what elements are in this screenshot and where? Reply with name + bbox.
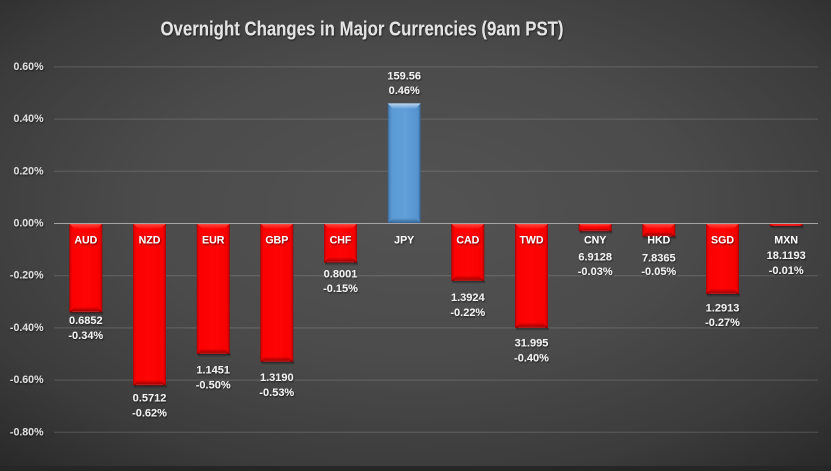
svg-text:18.1193: 18.1193 [767, 250, 806, 262]
svg-text:6.9128: 6.9128 [578, 252, 612, 264]
svg-text:-0.40%: -0.40% [514, 353, 549, 365]
svg-text:-0.60%: -0.60% [10, 374, 44, 386]
svg-text:1.1451: 1.1451 [196, 365, 230, 377]
svg-text:7.8365: 7.8365 [642, 252, 676, 264]
svg-text:0.00%: 0.00% [13, 218, 44, 230]
svg-text:159.56: 159.56 [387, 71, 421, 83]
svg-text:1.2913: 1.2913 [706, 303, 740, 315]
svg-text:-0.34%: -0.34% [68, 330, 103, 342]
svg-text:-0.01%: -0.01% [769, 265, 804, 277]
svg-text:0.40%: 0.40% [13, 113, 44, 125]
svg-text:-0.80%: -0.80% [10, 426, 44, 438]
svg-text:MXN: MXN [774, 235, 798, 247]
svg-text:JPY: JPY [394, 235, 414, 247]
svg-text:0.8001: 0.8001 [324, 269, 358, 281]
svg-text:0.6852: 0.6852 [69, 315, 103, 327]
svg-text:-0.15%: -0.15% [323, 283, 358, 295]
svg-text:EUR: EUR [202, 235, 225, 247]
svg-text:-0.05%: -0.05% [641, 266, 676, 278]
svg-text:-0.03%: -0.03% [578, 266, 613, 278]
svg-text:TWD: TWD [519, 235, 543, 247]
svg-text:CNY: CNY [584, 235, 606, 247]
svg-text:1.3190: 1.3190 [260, 372, 294, 384]
svg-text:HKD: HKD [647, 235, 670, 247]
svg-text:CHF: CHF [330, 235, 352, 247]
svg-text:-0.22%: -0.22% [450, 307, 485, 319]
svg-text:SGD: SGD [711, 235, 734, 247]
svg-text:CAD: CAD [456, 235, 479, 247]
svg-text:AUD: AUD [74, 235, 97, 247]
svg-text:NZD: NZD [139, 235, 161, 247]
svg-text:GBP: GBP [265, 235, 288, 247]
svg-text:-0.20%: -0.20% [10, 270, 44, 282]
svg-text:31.995: 31.995 [515, 338, 549, 350]
svg-text:1.3924: 1.3924 [451, 292, 486, 304]
svg-text:-0.50%: -0.50% [196, 380, 231, 392]
svg-text:0.60%: 0.60% [13, 61, 44, 73]
svg-text:-0.53%: -0.53% [259, 387, 294, 399]
svg-text:-0.62%: -0.62% [132, 408, 167, 420]
svg-text:0.5712: 0.5712 [133, 393, 167, 405]
svg-text:-0.40%: -0.40% [10, 322, 44, 334]
svg-text:-0.27%: -0.27% [705, 317, 740, 329]
svg-text:Overnight Changes in Major Cur: Overnight Changes in Major Currencies (9… [161, 18, 564, 40]
svg-text:0.20%: 0.20% [13, 165, 44, 177]
svg-text:0.46%: 0.46% [389, 85, 420, 97]
